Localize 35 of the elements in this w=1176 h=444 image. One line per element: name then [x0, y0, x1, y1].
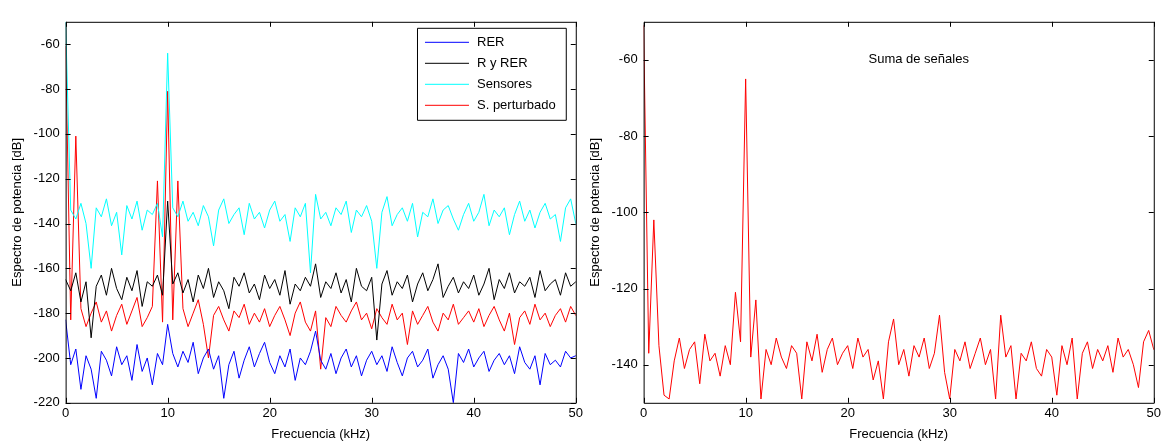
x-axis-title: Frecuencia (kHz) — [271, 425, 371, 441]
y-tick-label: -200 — [33, 349, 60, 365]
y-tick-label: -60 — [40, 35, 60, 51]
x-axis-title: Frecuencia (kHz) — [849, 425, 949, 441]
legend-label: R y RER — [477, 54, 528, 70]
y-tick-label: -80 — [618, 127, 638, 143]
x-tick-label: 30 — [364, 405, 379, 421]
x-tick-label: 20 — [840, 405, 855, 421]
y-tick-label: -180 — [33, 304, 60, 320]
y-tick-label: -100 — [611, 203, 638, 219]
x-tick-label: 0 — [62, 405, 70, 421]
x-tick-label: 30 — [942, 405, 957, 421]
y-tick-label: -140 — [33, 215, 60, 231]
x-tick-label: 50 — [1146, 405, 1161, 421]
annotation: Suma de señales — [868, 51, 970, 67]
x-tick-label: 50 — [568, 405, 583, 421]
x-tick-label: 10 — [160, 405, 175, 421]
y-tick-label: -120 — [611, 280, 638, 296]
y-axis-title: Espectro de potencia [dB] — [9, 137, 25, 287]
y-tick-label: -80 — [40, 80, 60, 96]
x-tick-label: 40 — [466, 405, 481, 421]
legend-label: RER — [477, 33, 505, 49]
y-axis-title: Espectro de potencia [dB] — [587, 137, 603, 287]
x-tick-label: 20 — [262, 405, 277, 421]
y-tick-label: -160 — [33, 259, 60, 275]
legend-label: Sensores — [477, 75, 533, 91]
x-tick-label: 10 — [738, 405, 753, 421]
y-tick-label: -100 — [33, 125, 60, 141]
y-tick-label: -120 — [33, 170, 60, 186]
y-tick-label: -60 — [618, 51, 638, 67]
y-tick-label: -140 — [611, 356, 638, 372]
x-tick-label: 40 — [1044, 405, 1059, 421]
y-tick-label: -220 — [33, 394, 60, 410]
x-tick-label: 0 — [640, 405, 648, 421]
legend-label: S. perturbado — [477, 96, 556, 112]
